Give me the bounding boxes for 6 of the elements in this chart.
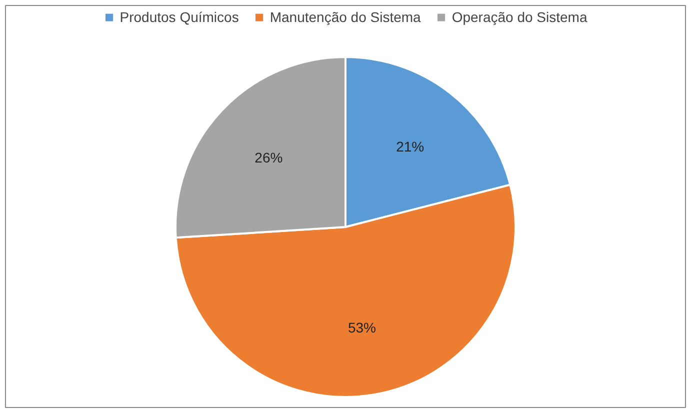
data-label: 21% bbox=[396, 138, 424, 155]
legend-label: Operação do Sistema bbox=[452, 9, 588, 25]
legend-label: Produtos Químicos bbox=[120, 9, 239, 25]
data-label: 53% bbox=[348, 319, 376, 336]
data-label: 26% bbox=[254, 149, 283, 166]
legend-label: Manutenção do Sistema bbox=[270, 9, 421, 25]
